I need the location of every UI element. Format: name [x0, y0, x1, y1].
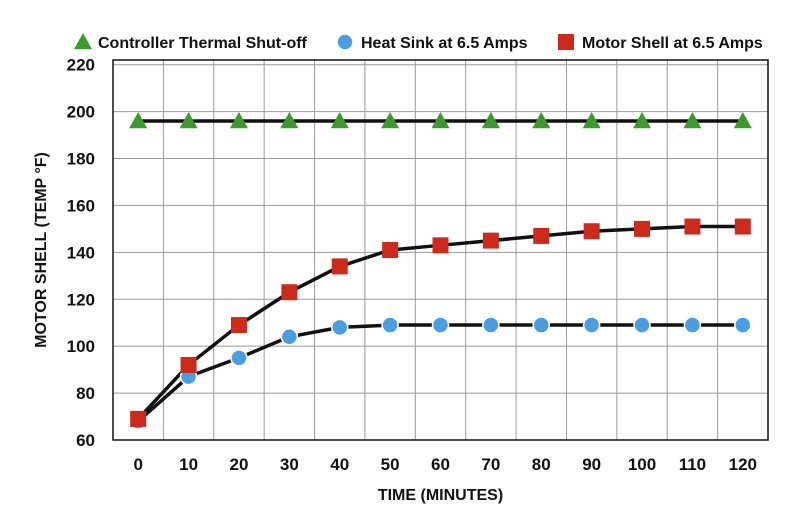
series-lines	[136, 119, 743, 423]
data-point-series-2	[330, 318, 349, 337]
data-point-series-3	[180, 356, 197, 373]
y-tick-label: 60	[76, 431, 95, 450]
data-point-series-2	[734, 316, 752, 334]
data-point-series-2	[683, 316, 702, 334]
y-tick-label: 120	[67, 290, 95, 309]
data-point-series-1	[633, 111, 652, 129]
x-tick-label: 100	[628, 455, 656, 474]
data-point-series-2	[482, 316, 500, 334]
x-tick-label: 20	[230, 455, 249, 474]
plot-frame	[112, 59, 769, 441]
data-point-series-3	[734, 218, 751, 235]
data-point-series-2	[431, 316, 450, 334]
data-point-series-1	[532, 111, 551, 129]
data-point-series-2	[280, 328, 299, 346]
series-line-2	[137, 323, 743, 423]
x-tick-label: 0	[133, 455, 142, 474]
data-point-series-1	[683, 111, 702, 129]
x-axis-title: TIME (MINUTES)	[378, 487, 503, 504]
x-tick-label: 60	[431, 455, 450, 474]
y-tick-label: 220	[67, 56, 95, 75]
y-axis-title: MOTOR SHELL (TEMP °F)	[33, 152, 50, 348]
y-tick-label: 200	[67, 103, 95, 122]
legend-marker-3	[558, 34, 574, 50]
grid	[113, 60, 768, 440]
data-point-series-3	[533, 227, 550, 244]
legend-marker-1	[74, 33, 92, 50]
legend-label-1: Controller Thermal Shut-off	[98, 35, 308, 52]
x-tick-label: 30	[280, 455, 299, 474]
data-point-series-3	[230, 317, 247, 334]
data-point-series-2	[633, 316, 651, 334]
data-point-series-3	[331, 258, 348, 275]
data-point-series-1	[129, 111, 148, 129]
x-tick-label: 90	[582, 455, 601, 474]
data-point-series-1	[179, 111, 198, 129]
data-point-series-1	[330, 111, 349, 129]
data-point-series-1	[431, 111, 450, 129]
y-tick-label: 160	[67, 196, 95, 215]
data-point-series-3	[432, 237, 449, 254]
y-tick-label: 100	[67, 337, 95, 356]
legend-label-2: Heat Sink at 6.5 Amps	[361, 35, 528, 52]
legend: Controller Thermal Shut-off Heat Sink at …	[74, 33, 763, 52]
data-point-series-3	[482, 232, 499, 249]
data-point-series-3	[634, 220, 651, 237]
x-tick-label: 10	[179, 455, 198, 474]
x-tick-label: 110	[679, 455, 706, 474]
x-tick-label: 40	[330, 455, 349, 474]
series-markers	[129, 111, 752, 430]
legend-marker-2	[336, 33, 354, 51]
y-tick-label: 140	[67, 243, 95, 262]
data-point-series-3	[583, 223, 600, 240]
x-tick-label: 120	[729, 455, 757, 474]
x-tick-label: 50	[381, 455, 400, 474]
y-tick-label: 80	[76, 384, 95, 403]
y-tick-label: 180	[67, 150, 95, 169]
data-point-series-3	[684, 218, 701, 235]
data-point-series-1	[280, 111, 299, 129]
x-axis: 0 10 20 30 40 50 60 70 80 90 100 110 120	[133, 455, 757, 474]
legend-label-3: Motor Shell at 6.5 Amps	[582, 35, 763, 52]
data-point-series-2	[532, 316, 551, 334]
data-point-series-1	[733, 111, 752, 129]
data-point-series-1	[229, 111, 248, 129]
data-point-series-3	[130, 410, 147, 427]
x-tick-label: 80	[532, 455, 551, 474]
data-point-series-2	[230, 349, 248, 367]
data-point-series-1	[481, 111, 500, 129]
data-point-series-1	[582, 111, 601, 129]
y-axis: 60 80 100 120 140 160 180 200 220	[67, 56, 95, 450]
data-point-series-3	[281, 284, 298, 301]
data-point-series-1	[381, 111, 400, 129]
data-point-series-2	[582, 316, 601, 334]
data-point-series-2	[381, 316, 399, 334]
data-point-series-3	[382, 242, 399, 258]
x-tick-label: 70	[481, 455, 500, 474]
